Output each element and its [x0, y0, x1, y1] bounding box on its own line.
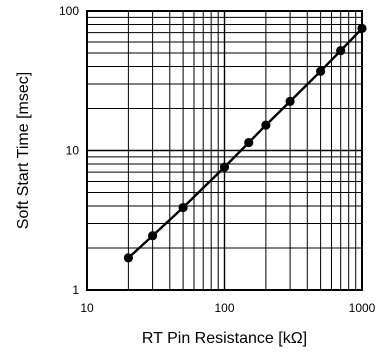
x-tick-label: 10	[80, 301, 94, 315]
grid	[87, 11, 362, 290]
data-point	[148, 231, 158, 241]
data-point	[244, 137, 254, 148]
y-tick-label: 100	[59, 4, 79, 18]
data-point	[357, 23, 367, 34]
series-layer	[123, 23, 367, 263]
y-tick-label: 10	[66, 144, 80, 158]
x-tick-label: 100	[214, 301, 234, 315]
data-point	[316, 66, 326, 76]
plot-frame	[86, 10, 363, 291]
x-tick-label: 1000	[349, 301, 376, 315]
series-line	[127, 27, 363, 259]
x-axis-title: RT Pin Resistance [kΩ]	[142, 330, 307, 347]
y-axis-title: Soft Start Time [msec]	[15, 72, 32, 229]
data-point	[219, 162, 230, 172]
data-point	[123, 253, 133, 263]
data-point	[261, 120, 271, 130]
data-point	[336, 46, 346, 56]
data-point	[285, 96, 295, 106]
y-tick-label: 1	[72, 283, 79, 297]
data-point	[178, 202, 188, 213]
